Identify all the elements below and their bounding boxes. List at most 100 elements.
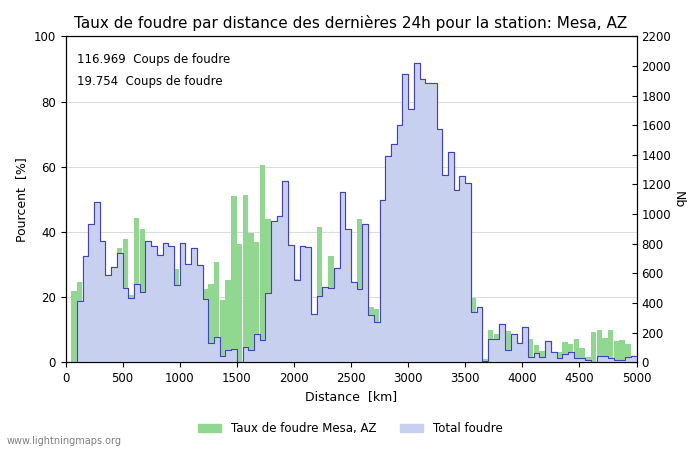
Bar [162, 277, 168, 362]
Bar [340, 274, 345, 362]
Bar [437, 335, 442, 362]
Bar [551, 352, 556, 362]
Text: 116.969  Coups de foudre: 116.969 Coups de foudre [77, 53, 230, 66]
Bar [311, 332, 316, 362]
Bar [374, 309, 379, 362]
Bar [357, 219, 362, 362]
Bar [625, 344, 631, 362]
Bar [540, 351, 545, 362]
Bar [328, 256, 334, 362]
Bar [585, 357, 591, 362]
Bar [94, 306, 99, 362]
Bar [260, 165, 265, 362]
Bar [276, 295, 282, 362]
Bar [122, 239, 128, 362]
Bar [517, 346, 522, 362]
Bar [494, 333, 499, 362]
Bar [408, 342, 414, 362]
Bar [363, 243, 368, 362]
Bar [168, 263, 174, 362]
Bar [225, 280, 231, 362]
Bar [620, 340, 625, 362]
Bar [106, 310, 111, 362]
Bar [305, 273, 311, 362]
Bar [414, 327, 419, 362]
Bar [202, 289, 208, 362]
Y-axis label: Nb: Nb [672, 191, 685, 208]
Bar [500, 333, 505, 362]
Bar [191, 304, 197, 362]
Bar [294, 279, 300, 362]
Bar [533, 345, 539, 362]
Bar [448, 345, 454, 362]
Bar [431, 329, 436, 362]
Bar [596, 330, 602, 362]
Bar [265, 220, 271, 362]
Bar [300, 316, 305, 362]
Bar [556, 351, 562, 362]
Bar [574, 339, 579, 362]
Bar [631, 361, 636, 362]
Bar [146, 280, 151, 362]
Bar [100, 306, 105, 362]
Bar [151, 285, 157, 362]
Bar [71, 291, 77, 362]
Bar [591, 332, 596, 362]
Bar [522, 355, 528, 362]
Bar [545, 357, 551, 362]
Bar [351, 314, 356, 362]
Bar [568, 344, 573, 362]
Bar [471, 298, 476, 362]
Bar [454, 296, 459, 362]
Title: Taux de foudre par distance des dernières 24h pour la station: Mesa, AZ: Taux de foudre par distance des dernière… [74, 15, 628, 31]
Text: www.lightningmaps.org: www.lightningmaps.org [7, 436, 122, 446]
Bar [562, 342, 568, 362]
Bar [157, 285, 162, 362]
Bar [237, 244, 242, 362]
Bar [231, 196, 237, 362]
Bar [271, 238, 277, 362]
Bar [317, 226, 322, 362]
Bar [482, 359, 488, 362]
Bar [528, 339, 533, 362]
Bar [511, 356, 517, 362]
Bar [174, 269, 179, 362]
Bar [134, 218, 139, 362]
Bar [140, 229, 145, 362]
Bar [283, 319, 288, 362]
Bar [242, 195, 248, 362]
Bar [323, 305, 328, 362]
Bar [580, 348, 584, 362]
Bar [608, 329, 613, 362]
Bar [425, 293, 430, 362]
Bar [128, 295, 134, 362]
Y-axis label: Pourcent  [%]: Pourcent [%] [15, 157, 28, 242]
Bar [368, 307, 374, 362]
Bar [83, 278, 88, 362]
Bar [419, 335, 425, 362]
Bar [77, 282, 83, 362]
Bar [505, 331, 510, 362]
Bar [391, 352, 396, 362]
Text: 19.754  Coups de foudre: 19.754 Coups de foudre [77, 76, 223, 89]
Bar [636, 358, 642, 362]
Bar [220, 300, 225, 362]
Bar [477, 341, 482, 362]
Bar [186, 274, 191, 362]
Bar [248, 233, 253, 362]
X-axis label: Distance  [km]: Distance [km] [305, 391, 397, 404]
Bar [334, 298, 340, 362]
Bar [214, 262, 219, 362]
Bar [614, 341, 619, 362]
Bar [288, 252, 293, 362]
Bar [602, 338, 608, 362]
Bar [488, 330, 494, 362]
Legend: Taux de foudre Mesa, AZ, Total foudre: Taux de foudre Mesa, AZ, Total foudre [193, 417, 508, 440]
Bar [209, 284, 214, 362]
Bar [180, 278, 185, 362]
Bar [88, 284, 94, 362]
Bar [459, 350, 465, 362]
Bar [197, 294, 202, 362]
Bar [111, 271, 117, 362]
Bar [397, 347, 402, 362]
